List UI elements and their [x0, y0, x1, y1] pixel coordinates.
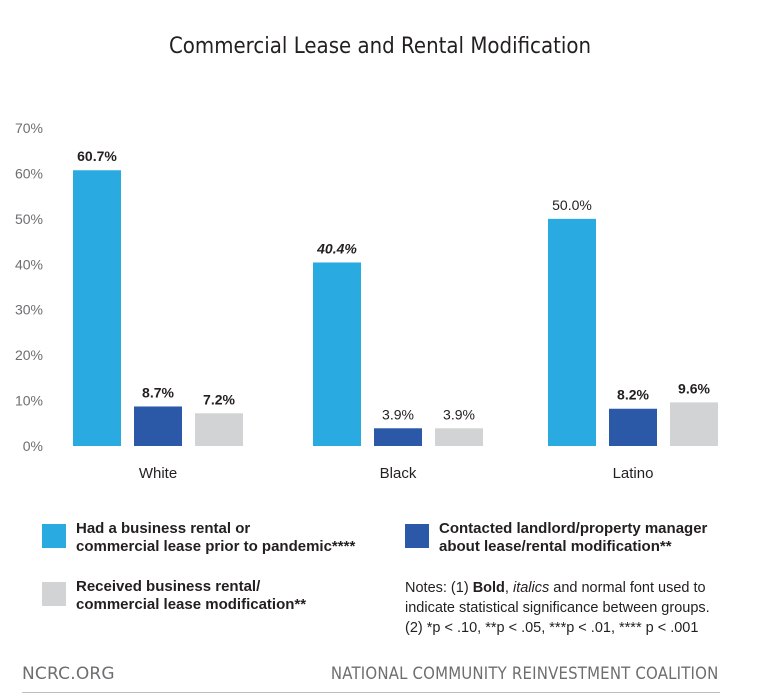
legend-item-received: Received business rental/ commercial lea… — [42, 578, 306, 614]
legend-label: Contacted landlord/property manager abou… — [439, 520, 708, 555]
legend-item-contacted: Contacted landlord/property manager abou… — [405, 520, 707, 556]
bar — [435, 428, 483, 446]
data-label: 7.2% — [203, 391, 235, 407]
data-label: 40.4% — [316, 240, 357, 256]
y-tick-label: 10% — [15, 393, 43, 409]
y-tick-label: 70% — [15, 120, 43, 136]
footer-organization: NATIONAL COMMUNITY REINVESTMENT COALITIO… — [330, 664, 718, 684]
bar — [609, 408, 657, 446]
y-axis: 0% 10% 20% 30% 40% 50% 60% 70% — [15, 120, 43, 454]
y-tick-label: 50% — [15, 211, 43, 227]
legend-swatch — [405, 524, 429, 548]
y-tick-label: 40% — [15, 256, 43, 272]
y-tick-label: 30% — [15, 302, 43, 318]
data-label: 3.9% — [443, 406, 475, 422]
bar — [548, 218, 596, 446]
legend-label: Had a business rental or commercial leas… — [76, 520, 356, 555]
notes-line2: (2) *p < .10, **p < .05, ***p < .01, ***… — [405, 620, 699, 636]
data-label: 50.0% — [552, 197, 592, 213]
data-label: 60.7% — [77, 148, 117, 164]
footer-site: NCRC.ORG — [22, 664, 115, 684]
legend-label: Received business rental/ commercial lea… — [76, 578, 307, 613]
notes-italic-word: italics — [512, 580, 550, 596]
bar-chart: 0% 10% 20% 30% 40% 50% 60% 70% 60.7% 8.7% 7.2% 40.… — [15, 120, 718, 482]
legend-swatch — [42, 524, 66, 548]
bars — [73, 170, 718, 446]
legend-item-had-lease: Had a business rental or commercial leas… — [42, 520, 355, 556]
bar — [374, 428, 422, 446]
footer-divider — [22, 692, 720, 693]
data-label: 3.9% — [382, 406, 414, 422]
bar — [313, 262, 361, 446]
y-tick-label: 20% — [15, 347, 43, 363]
chart-title: Commercial Lease and Rental Modification — [168, 34, 592, 59]
y-tick-label: 0% — [23, 438, 43, 454]
x-axis: White Black Latino — [139, 465, 654, 482]
data-labels: 60.7% 8.7% 7.2% 40.4% 3.9% 3.9% 50.0% 8.2% 9.6% — [77, 148, 710, 422]
bar — [195, 413, 243, 446]
notes-prefix: Notes: (1) — [405, 580, 473, 596]
data-label: 8.2% — [617, 387, 649, 403]
x-tick-label: Black — [380, 465, 417, 482]
notes-separator: , — [504, 580, 513, 596]
x-tick-label: Latino — [613, 465, 654, 482]
bar — [134, 406, 182, 446]
data-label: 8.7% — [142, 384, 174, 400]
notes-bold-word: Bold — [472, 580, 505, 596]
x-tick-label: White — [139, 465, 177, 482]
y-tick-label: 60% — [15, 165, 43, 181]
legend-swatch — [42, 582, 66, 606]
bar — [73, 170, 121, 446]
notes: Notes: (1) Bold, italics and normal font… — [405, 578, 755, 638]
bar — [670, 402, 718, 446]
data-label: 9.6% — [678, 380, 710, 396]
notes-line1-rest: and normal font used to indicate statist… — [405, 580, 710, 616]
